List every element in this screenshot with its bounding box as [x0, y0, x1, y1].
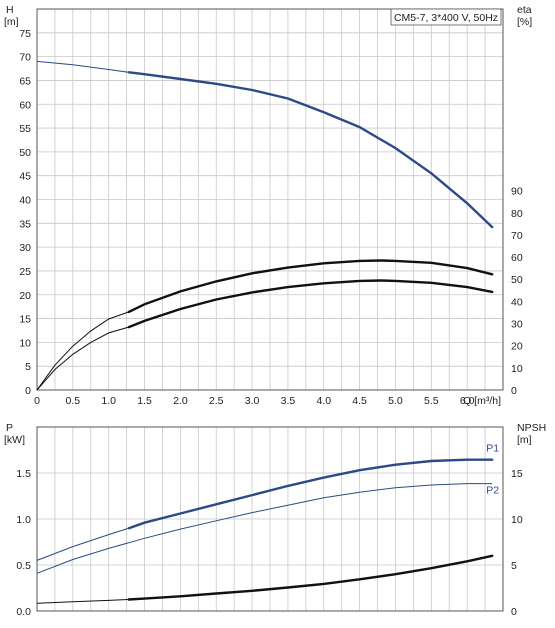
y-tick-label-right: 30 [511, 319, 523, 331]
y-axis-unit-left: [m] [4, 16, 19, 28]
y-tick-label-left: 1.5 [16, 468, 31, 480]
y-tick-label-right: 70 [511, 230, 523, 242]
x-tick-label: 3.0 [245, 395, 260, 407]
y-axis-label-left: P [6, 422, 13, 434]
x-tick-label: 2.0 [173, 395, 188, 407]
y-axis-unit-right: [%] [517, 16, 532, 28]
y-axis-unit-right: [m] [517, 434, 532, 446]
y-axis-label-left: H [6, 4, 14, 16]
y-tick-label-left: 65 [19, 75, 31, 87]
y-tick-label-left: 20 [19, 290, 31, 302]
series-line-thin [36, 483, 493, 574]
y-tick-label-right: 20 [511, 341, 523, 353]
x-tick-label: 0.5 [66, 395, 81, 407]
y-tick-label-right: 50 [511, 274, 523, 286]
y-tick-label-right: 0 [511, 606, 517, 618]
series-label: P2 [486, 485, 499, 497]
x-tick-label: 2.5 [209, 395, 224, 407]
x-tick-label: 6.0 [460, 395, 475, 407]
y-tick-label-right: 90 [511, 186, 523, 198]
y-tick-label-right: 60 [511, 252, 523, 264]
legend-text: CM5-7, 3*400 V, 50Hz [394, 12, 498, 24]
y-tick-label-right: 15 [511, 468, 523, 480]
x-tick-label: 5.5 [424, 395, 439, 407]
y-tick-label-left: 55 [19, 123, 31, 135]
x-tick-label: 0 [34, 395, 40, 407]
series-line-thin [36, 60, 129, 73]
series-line [127, 554, 494, 601]
series-line-thin [36, 527, 129, 561]
x-tick-label: 1.0 [101, 395, 116, 407]
y-tick-label-left: 40 [19, 195, 31, 207]
y-tick-label-right: 10 [511, 363, 523, 375]
series-line [127, 71, 494, 229]
y-tick-label-left: 70 [19, 52, 31, 64]
x-tick-label: 3.5 [281, 395, 296, 407]
y-tick-label-left: 0 [25, 385, 31, 397]
x-tick-label: 1.5 [137, 395, 152, 407]
y-tick-label-left: 45 [19, 171, 31, 183]
series-line [127, 279, 494, 329]
y-tick-label-left: 60 [19, 99, 31, 111]
y-tick-label-left: 0.5 [16, 560, 31, 572]
series-line-thin [36, 311, 129, 391]
y-axis-label-right: eta [517, 4, 532, 16]
series-line [127, 259, 494, 314]
y-tick-label-left: 10 [19, 337, 31, 349]
x-tick-label: 5.0 [388, 395, 403, 407]
y-axis-unit-left: [kW] [4, 434, 25, 446]
y-tick-label-right: 0 [511, 385, 517, 397]
x-axis-label: Q [m³/h] [463, 395, 501, 407]
series-line-thin [36, 599, 129, 604]
y-tick-label-right: 40 [511, 296, 523, 308]
y-tick-label-right: 5 [511, 560, 517, 572]
y-tick-label-right: 10 [511, 514, 523, 526]
plot-frame [36, 426, 504, 612]
plot-frame [36, 8, 504, 391]
x-tick-label: 4.5 [352, 395, 367, 407]
y-tick-label-left: 75 [19, 28, 31, 40]
y-tick-label-left: 0.0 [16, 606, 31, 618]
y-tick-label-left: 1.0 [16, 514, 31, 526]
series-line [127, 458, 494, 530]
y-tick-label-left: 15 [19, 314, 31, 326]
y-tick-label-left: 35 [19, 218, 31, 230]
series-line-thin [36, 326, 129, 391]
x-tick-label: 4.0 [316, 395, 331, 407]
y-tick-label-left: 30 [19, 242, 31, 254]
y-tick-label-right: 80 [511, 208, 523, 220]
y-axis-label-right: NPSH [517, 422, 546, 434]
legend-box [390, 8, 502, 26]
y-tick-label-left: 50 [19, 147, 31, 159]
series-label: P1 [486, 443, 499, 455]
y-tick-label-left: 5 [25, 361, 31, 373]
y-tick-label-left: 25 [19, 266, 31, 278]
